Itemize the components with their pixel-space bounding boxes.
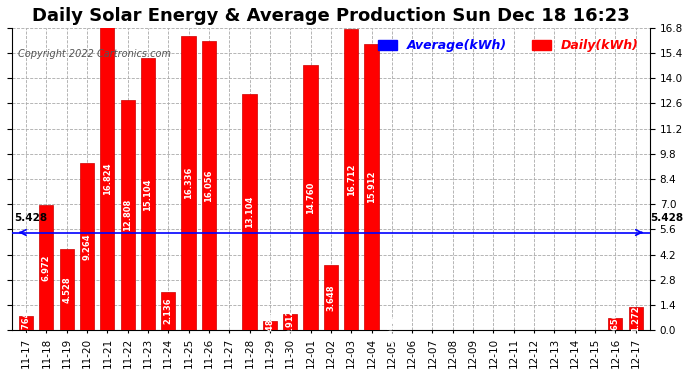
- Bar: [19, 316, 33, 330]
- Bar: [201, 41, 216, 330]
- Bar: [364, 44, 379, 330]
- Text: 15.912: 15.912: [367, 171, 376, 203]
- Bar: [141, 58, 155, 330]
- Text: 1.272: 1.272: [631, 305, 640, 332]
- Text: 12.808: 12.808: [123, 199, 132, 231]
- Text: 3.648: 3.648: [326, 284, 335, 310]
- Text: 14.760: 14.760: [306, 181, 315, 214]
- Bar: [121, 100, 135, 330]
- Bar: [161, 292, 175, 330]
- Text: 0.024: 0.024: [387, 317, 396, 343]
- Text: 5.428: 5.428: [14, 213, 47, 223]
- Bar: [609, 318, 622, 330]
- Text: Copyright 2022 Cartronics.com: Copyright 2022 Cartronics.com: [18, 49, 171, 59]
- Text: 4.528: 4.528: [62, 276, 71, 303]
- Bar: [59, 249, 74, 330]
- Text: 0.488: 0.488: [266, 313, 275, 339]
- Text: 16.336: 16.336: [184, 167, 193, 200]
- Bar: [304, 64, 317, 330]
- Text: 0.912: 0.912: [286, 309, 295, 335]
- Bar: [344, 30, 358, 330]
- Bar: [39, 205, 53, 330]
- Bar: [242, 94, 257, 330]
- Bar: [181, 36, 196, 330]
- Text: 6.972: 6.972: [42, 254, 51, 281]
- Text: 15.104: 15.104: [144, 178, 152, 210]
- Text: 16.056: 16.056: [204, 170, 213, 202]
- Text: 16.824: 16.824: [103, 162, 112, 195]
- Text: 5.428: 5.428: [650, 213, 683, 223]
- Bar: [100, 27, 115, 330]
- Bar: [80, 164, 94, 330]
- Legend: Average(kWh), Daily(kWh): Average(kWh), Daily(kWh): [373, 34, 644, 57]
- Title: Daily Solar Energy & Average Production Sun Dec 18 16:23: Daily Solar Energy & Average Production …: [32, 7, 630, 25]
- Bar: [629, 307, 643, 330]
- Text: 9.264: 9.264: [83, 234, 92, 260]
- Text: 13.104: 13.104: [245, 196, 254, 228]
- Bar: [324, 264, 338, 330]
- Bar: [263, 321, 277, 330]
- Text: 0.656: 0.656: [611, 311, 620, 338]
- Text: 0.764: 0.764: [21, 310, 30, 336]
- Text: 16.712: 16.712: [346, 164, 355, 196]
- Bar: [283, 314, 297, 330]
- Text: 2.136: 2.136: [164, 298, 172, 324]
